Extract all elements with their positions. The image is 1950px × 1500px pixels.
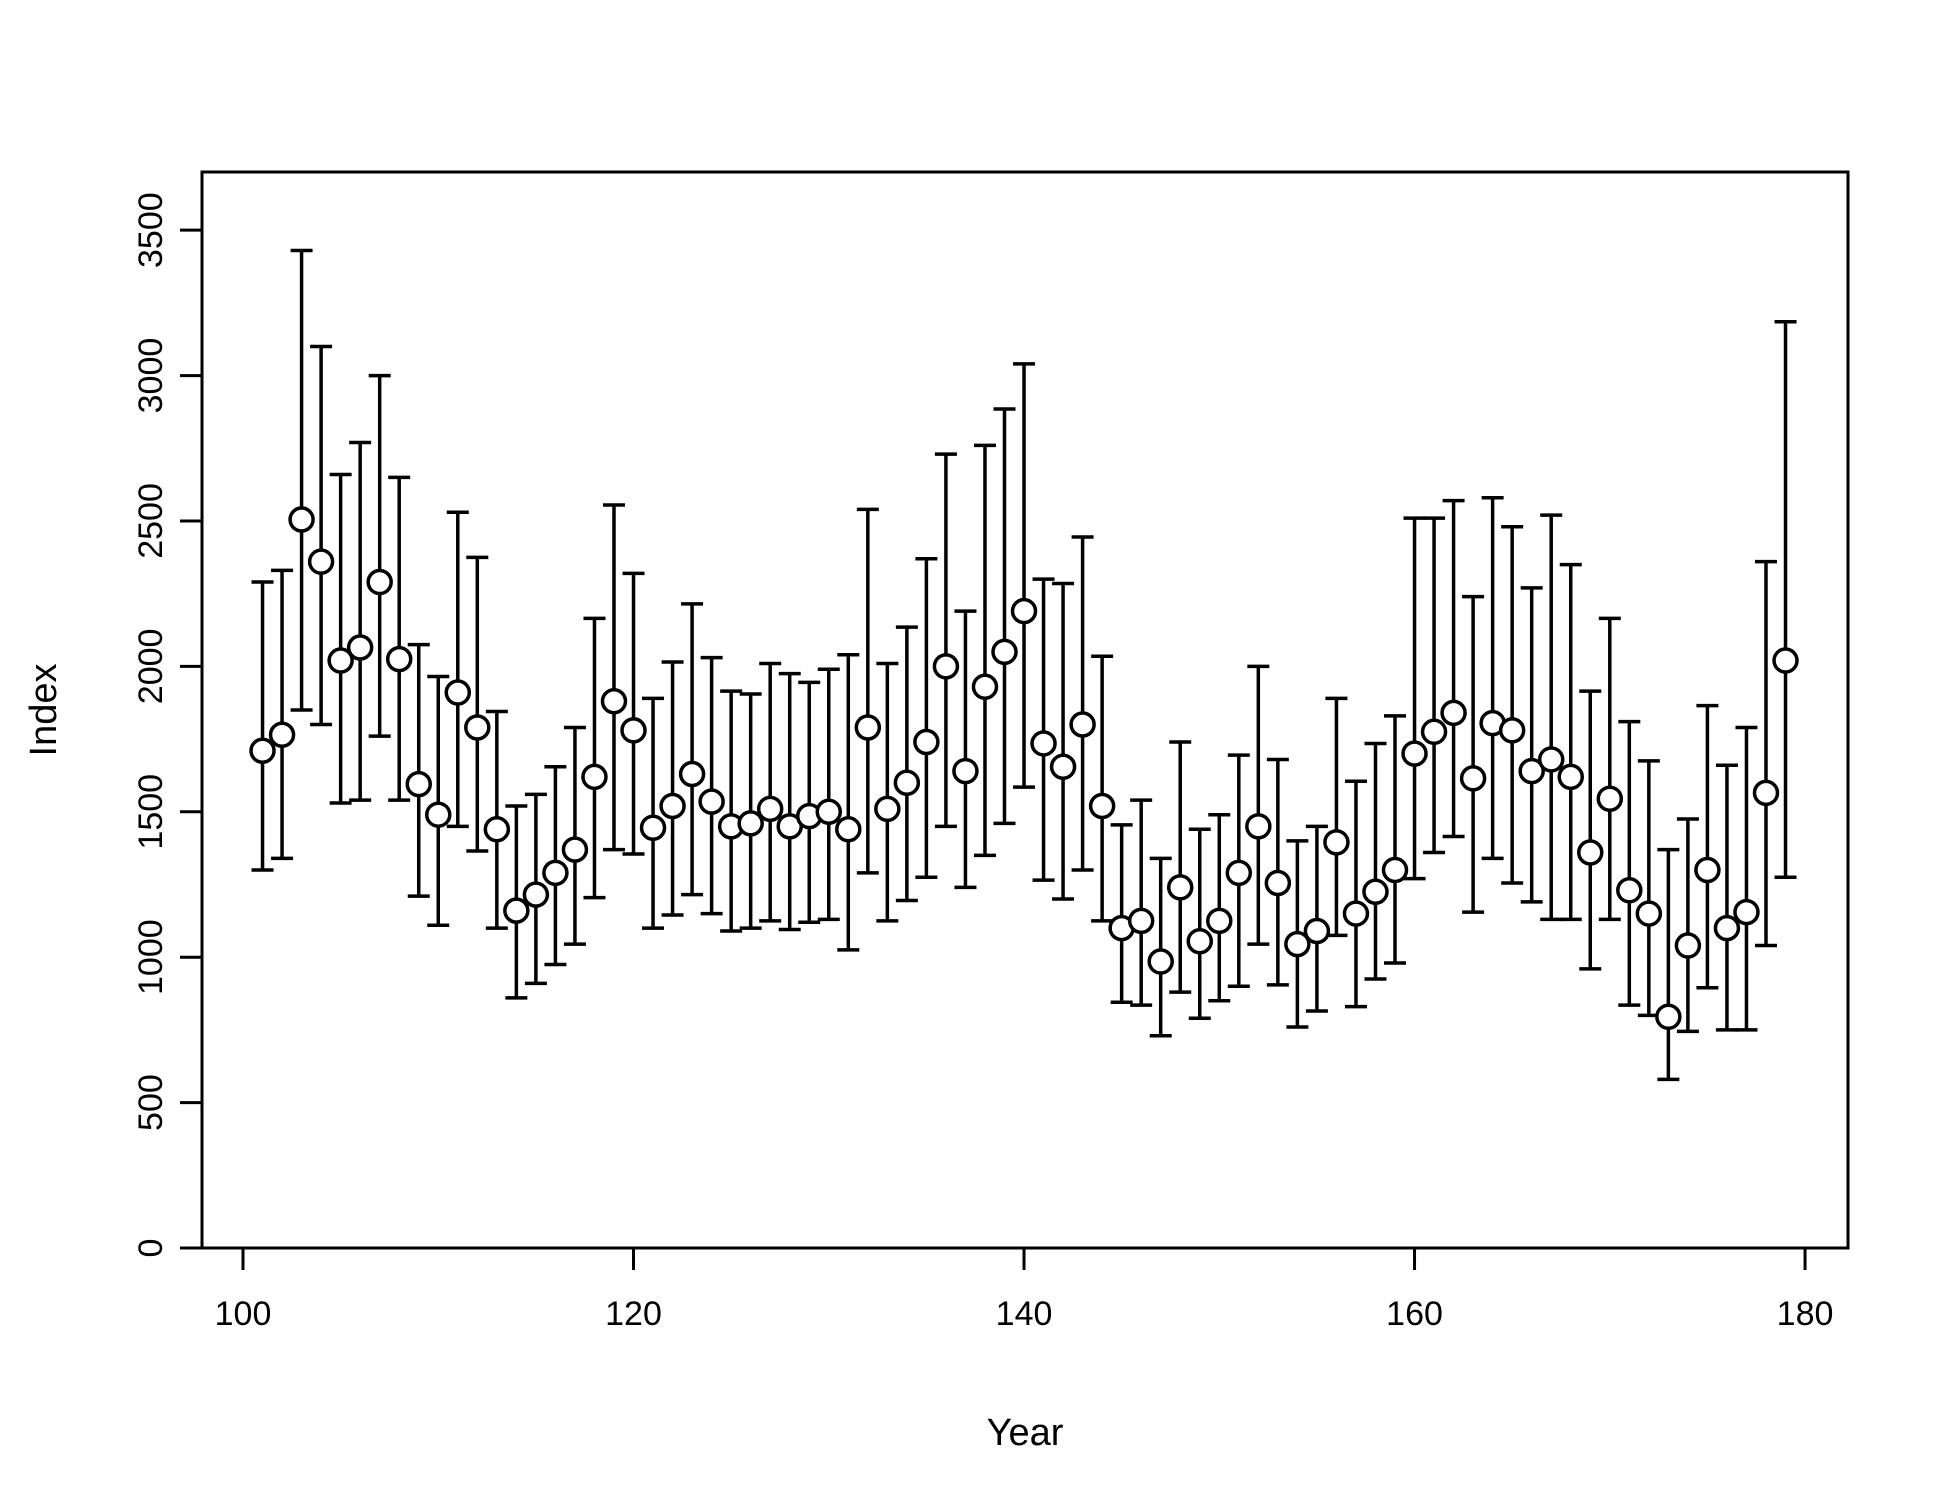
- data-point: [327, 647, 354, 674]
- data-point: [815, 798, 843, 826]
- data-point: [1303, 917, 1331, 945]
- y-tick-label: 1000: [132, 919, 170, 995]
- data-point: [1577, 839, 1604, 866]
- y-tick-label: 0: [132, 1239, 170, 1258]
- data-point: [874, 795, 901, 823]
- data-point: [932, 653, 960, 680]
- data-point: [1127, 907, 1155, 935]
- x-tick-label: 180: [1777, 1295, 1834, 1333]
- data-point: [268, 721, 296, 748]
- y-tick-label: 500: [132, 1074, 170, 1131]
- data-point: [1030, 730, 1057, 757]
- data-point: [1362, 878, 1389, 906]
- y-tick-label: 2500: [132, 483, 170, 559]
- y-axis-title: Index: [23, 664, 65, 757]
- data-point: [1010, 597, 1038, 625]
- data-point: [1381, 856, 1409, 884]
- data-point: [1518, 757, 1545, 785]
- data-point: [952, 757, 979, 785]
- x-tick-label: 100: [215, 1295, 272, 1333]
- data-point: [1557, 763, 1584, 791]
- data-point: [464, 714, 491, 741]
- data-point: [854, 714, 882, 741]
- data-point: [1498, 717, 1526, 744]
- data-point: [542, 859, 569, 887]
- data-point: [659, 792, 686, 820]
- data-point: [1635, 900, 1663, 927]
- data-point: [1147, 948, 1174, 975]
- data-point: [1694, 856, 1721, 884]
- x-tick-label: 120: [605, 1295, 662, 1333]
- data-point: [1323, 829, 1350, 856]
- data-point: [1264, 869, 1292, 897]
- data-point: [678, 760, 706, 788]
- data-point: [698, 788, 725, 815]
- data-point: [581, 763, 608, 791]
- data-point: [1049, 753, 1077, 780]
- data-point: [893, 769, 921, 796]
- data-point: [1655, 1003, 1682, 1031]
- data-point: [1420, 718, 1448, 746]
- x-axis-title: Year: [987, 1412, 1064, 1454]
- data-point: [1284, 930, 1311, 958]
- data-point: [1459, 765, 1487, 792]
- data-point: [483, 815, 511, 843]
- data-point: [1733, 898, 1760, 926]
- data-point: [1166, 874, 1194, 901]
- data-point: [1206, 907, 1233, 935]
- data-point: [385, 645, 413, 673]
- x-tick-label: 140: [996, 1295, 1053, 1333]
- data-point: [503, 897, 530, 924]
- data-point: [366, 568, 393, 596]
- data-point: [1674, 932, 1702, 959]
- data-point: [405, 770, 432, 798]
- data-point: [1225, 859, 1253, 887]
- data-point: [1713, 914, 1741, 942]
- data-point: [1069, 711, 1096, 738]
- data-point: [639, 814, 667, 842]
- data-point: [1616, 877, 1643, 904]
- data-point: [620, 717, 647, 744]
- data-point: [1245, 813, 1272, 840]
- y-tick-label: 1500: [132, 774, 170, 850]
- y-tick-label: 2000: [132, 629, 170, 705]
- data-point: [835, 815, 862, 843]
- data-point: [1752, 779, 1780, 807]
- data-point: [991, 638, 1018, 666]
- data-point: [522, 881, 550, 908]
- y-tick-label: 3500: [132, 192, 170, 268]
- data-point: [249, 737, 276, 764]
- data-point: [1596, 785, 1624, 812]
- data-point: [1772, 647, 1799, 674]
- data-point: [444, 679, 472, 706]
- data-point: [288, 506, 315, 533]
- data-point: [425, 801, 452, 828]
- data-point: [1440, 699, 1467, 727]
- data-point: [1342, 900, 1370, 927]
- data-point: [756, 795, 784, 823]
- data-point: [1537, 746, 1565, 773]
- data-point: [1186, 927, 1214, 955]
- data-point: [971, 673, 999, 700]
- x-tick-label: 160: [1386, 1295, 1443, 1333]
- data-point: [600, 688, 628, 715]
- data-point: [346, 634, 374, 661]
- data-point: [737, 810, 764, 837]
- y-tick-label: 3000: [132, 338, 170, 414]
- data-point: [307, 548, 335, 575]
- data-point: [1088, 792, 1116, 820]
- data-point: [561, 836, 589, 863]
- data-point: [1401, 740, 1428, 767]
- data-point: [913, 728, 940, 756]
